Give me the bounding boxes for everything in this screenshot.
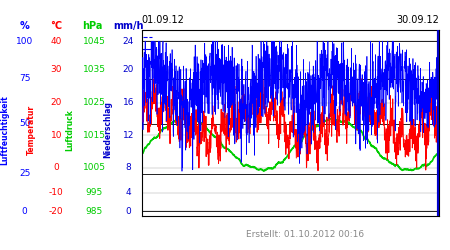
Text: hPa: hPa [82,21,103,31]
Text: 01.09.12: 01.09.12 [142,15,184,25]
Text: 50: 50 [19,119,31,128]
Text: -10: -10 [49,188,63,197]
Text: 20: 20 [122,66,134,74]
Text: 10: 10 [50,130,62,140]
Text: Luftdruck: Luftdruck [65,109,74,151]
Text: 12: 12 [122,130,134,140]
Text: 1005: 1005 [83,163,106,172]
Text: 40: 40 [50,37,62,46]
Text: 30.09.12: 30.09.12 [396,15,439,25]
Text: 995: 995 [86,188,103,197]
Text: °C: °C [50,21,62,31]
Text: 985: 985 [86,207,103,216]
Text: 1035: 1035 [83,66,106,74]
Text: 25: 25 [19,169,31,178]
Text: mm/h: mm/h [113,21,144,31]
Text: 24: 24 [122,37,134,46]
Text: Niederschlag: Niederschlag [104,102,112,158]
Text: Luftfeuchtigkeit: Luftfeuchtigkeit [0,95,9,165]
Text: 4: 4 [126,188,131,197]
Text: -20: -20 [49,207,63,216]
Text: 0: 0 [126,207,131,216]
Text: 75: 75 [19,74,31,83]
Text: 20: 20 [50,98,62,107]
Text: 30: 30 [50,66,62,74]
Text: %: % [20,21,30,31]
Text: 1025: 1025 [83,98,106,107]
Text: 0: 0 [22,207,27,216]
Text: 1045: 1045 [83,37,106,46]
Text: Erstellt: 01.10.2012 00:16: Erstellt: 01.10.2012 00:16 [246,230,364,239]
Text: Temperatur: Temperatur [27,105,36,155]
Text: 8: 8 [126,163,131,172]
Text: 1015: 1015 [83,130,106,140]
Text: 100: 100 [16,37,33,46]
Text: 16: 16 [122,98,134,107]
Text: 0: 0 [54,163,59,172]
